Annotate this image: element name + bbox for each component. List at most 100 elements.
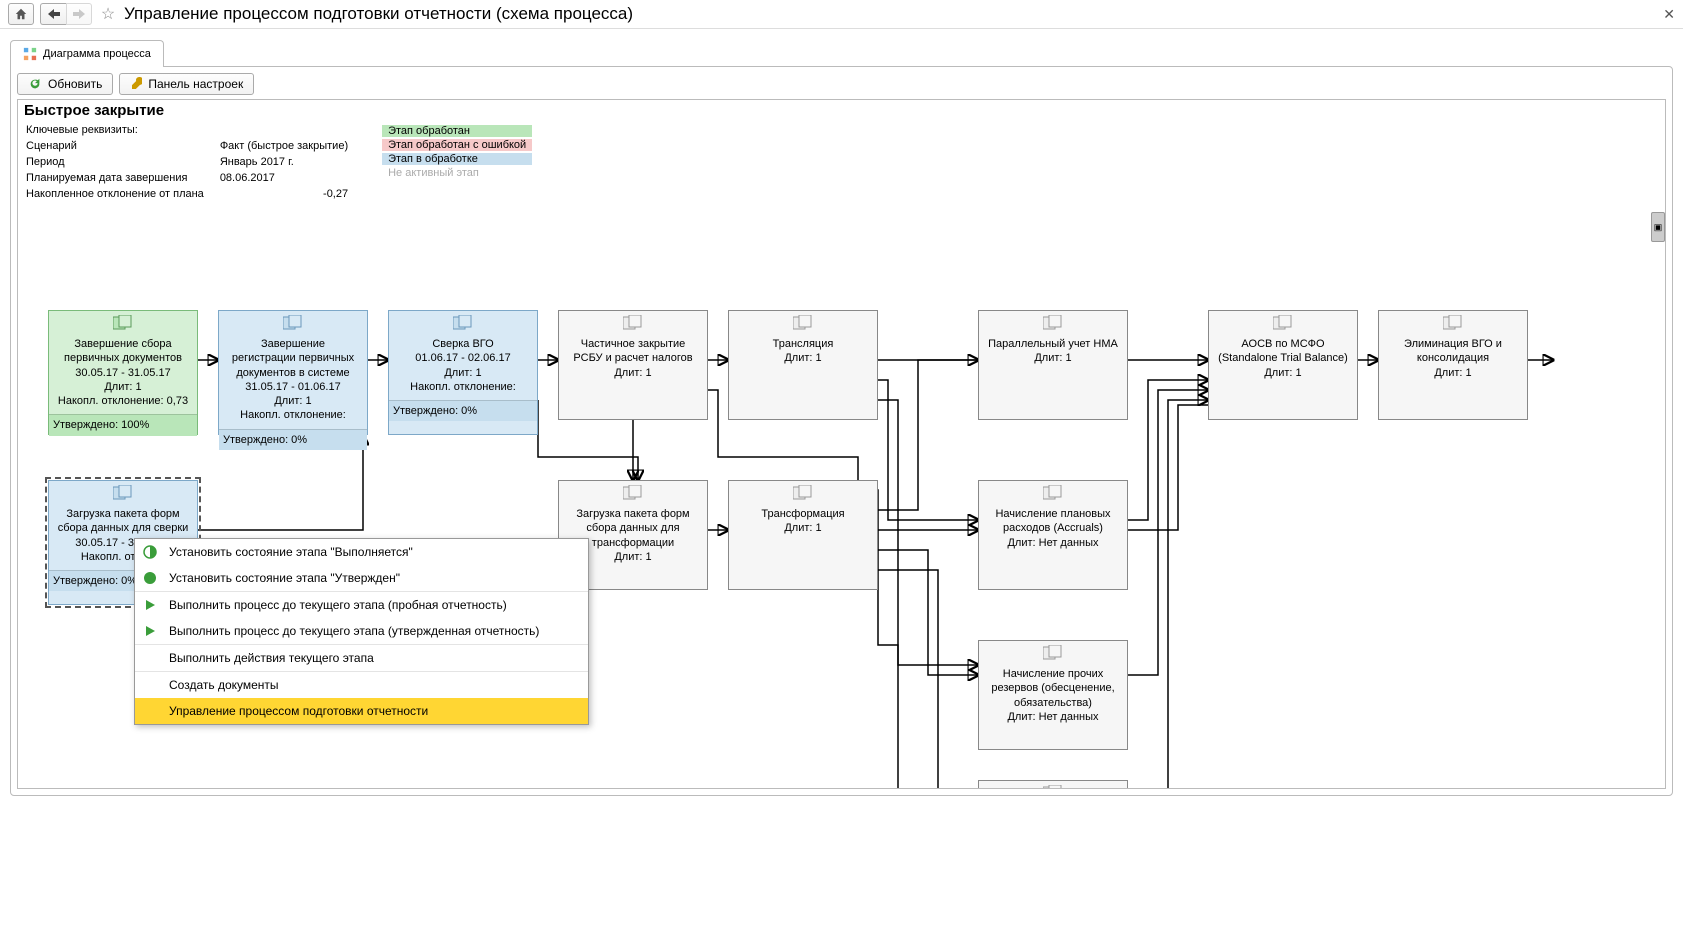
node-text: Параллельный учет НМА (983, 337, 1123, 351)
node-accruals[interactable]: Начисление плановых расходов (Accruals) … (978, 480, 1128, 590)
node-source-docs-complete[interactable]: Завершение сбора первичных документов 30… (48, 310, 198, 435)
node-footer: Утверждено: 100% (49, 414, 197, 435)
stage-icon (1443, 315, 1463, 331)
context-menu-item[interactable]: Установить состояние этапа "Выполняется" (135, 539, 588, 565)
context-menu-item[interactable]: Управление процессом подготовки отчетнос… (135, 698, 588, 724)
titlebar: ☆ Управление процессом подготовки отчетн… (0, 0, 1683, 29)
context-menu-item[interactable]: Выполнить процесс до текущего этапа (про… (135, 592, 588, 618)
tab-bar: Диаграмма процесса (10, 39, 1673, 66)
node-text: (Standalone Trial Balance) (1213, 351, 1353, 365)
settings-panel-button[interactable]: Панель настроек (119, 73, 254, 95)
section-title: Быстрое закрытие (18, 100, 1658, 121)
node-text: АОСВ по МСФО (1213, 337, 1353, 351)
stage-icon (113, 315, 133, 331)
node-text: Трансляция (733, 337, 873, 351)
stage-icon (1043, 315, 1063, 331)
node-elimination-consolidation[interactable]: Элиминация ВГО и консолидация Длит: 1 (1378, 310, 1528, 420)
context-menu-label: Выполнить действия текущего этапа (169, 651, 374, 665)
node-text: Начисление плановых (983, 507, 1123, 521)
stage-icon (1043, 785, 1063, 789)
node-text: Загрузка пакета форм (563, 507, 703, 521)
node-registration-complete[interactable]: Завершение регистрации первичных докумен… (218, 310, 368, 435)
content-area: Диаграмма процесса Обновить Панель настр… (0, 29, 1683, 806)
context-menu-label: Установить состояние этапа "Выполняется" (169, 545, 413, 559)
wrench-icon (130, 77, 142, 91)
legend-err: Этап обработан с ошибкой (382, 139, 532, 151)
meta-key-req: Ключевые реквизиты: (26, 123, 362, 137)
meta-table: Ключевые реквизиты: Этап обработан Этап … (18, 121, 542, 209)
node-text: Накопл. отклонение: (393, 380, 533, 394)
node-footer: Утверждено: 0% (389, 400, 537, 421)
node-text: Завершение сбора (53, 337, 193, 351)
node-text: Частичное закрытие (563, 337, 703, 351)
stage-icon (113, 485, 133, 501)
legend-ok: Этап обработан (382, 125, 532, 137)
node-text: 31.05.17 - 01.06.17 (223, 380, 363, 394)
node-partial-close-rsbu[interactable]: Частичное закрытие РСБУ и расчет налогов… (558, 310, 708, 420)
node-text: расходов (Accruals) (983, 521, 1123, 535)
home-button[interactable] (8, 3, 34, 25)
tab-diagram[interactable]: Диаграмма процесса (10, 40, 164, 67)
tab-label: Диаграмма процесса (43, 48, 151, 60)
node-text: регистрации первичных (223, 351, 363, 365)
node-vgo-reconciliation[interactable]: Сверка ВГО 01.06.17 - 02.06.17 Длит: 1 Н… (388, 310, 538, 435)
node-text: Трансформация (733, 507, 873, 521)
context-menu-label: Создать документы (169, 678, 279, 692)
context-menu-item[interactable]: Создать документы (135, 672, 588, 698)
meta-value: 08.06.2017 (220, 171, 362, 185)
node-text: резервов (обесценение, (983, 681, 1123, 695)
context-menu-item[interactable]: Установить состояние этапа "Утвержден" (135, 565, 588, 591)
meta-label: Период (26, 155, 218, 169)
stage-icon (793, 315, 813, 331)
refresh-button[interactable]: Обновить (17, 73, 113, 95)
context-menu-label: Управление процессом подготовки отчетнос… (169, 704, 428, 718)
node-text: Длит: 1 (53, 380, 193, 394)
node-translation[interactable]: Трансляция Длит: 1 (728, 310, 878, 420)
legend-inactive: Не активный этап (382, 167, 532, 179)
back-button[interactable] (40, 3, 66, 25)
stage-icon (623, 315, 643, 331)
meta-label: Накопленное отклонение от плана (26, 187, 218, 201)
node-text: Длит: 1 (983, 351, 1123, 365)
report-canvas: Быстрое закрытие Ключевые реквизиты: Эта… (18, 100, 1658, 789)
context-menu: Установить состояние этапа "Выполняется"… (134, 538, 589, 725)
stage-icon (793, 485, 813, 501)
page-title: Управление процессом подготовки отчетнос… (124, 4, 633, 24)
node-deferred-taxes[interactable]: Расчет отложенных налогов Длит: Нет данн… (978, 780, 1128, 789)
context-menu-label: Установить состояние этапа "Утвержден" (169, 571, 400, 585)
node-text: документов в системе (223, 366, 363, 380)
node-text: Завершение (223, 337, 363, 351)
node-text: Накопл. отклонение: 0,73 (53, 394, 193, 408)
toolbar: Обновить Панель настроек (17, 73, 1666, 95)
meta-label: Сценарий (26, 139, 218, 153)
node-text: Длит: 1 (563, 366, 703, 380)
node-text: консолидация (1383, 351, 1523, 365)
node-text: Длит: Нет данных (983, 710, 1123, 724)
node-text: Длит: 1 (393, 366, 533, 380)
node-text: сбора данных для (563, 521, 703, 535)
context-menu-item[interactable]: Выполнить процесс до текущего этапа (утв… (135, 618, 588, 644)
node-aosv-msfo[interactable]: АОСВ по МСФО (Standalone Trial Balance) … (1208, 310, 1358, 420)
node-other-reserves[interactable]: Начисление прочих резервов (обесценение,… (978, 640, 1128, 750)
favorite-star-icon[interactable]: ☆ (98, 4, 118, 24)
stage-icon (1273, 315, 1293, 331)
context-menu-item[interactable]: Выполнить действия текущего этапа (135, 645, 588, 671)
meta-value: Январь 2017 г. (220, 155, 362, 169)
forward-button[interactable] (66, 3, 92, 25)
node-text: Сверка ВГО (393, 337, 533, 351)
node-text: Длит: 1 (733, 521, 873, 535)
node-text: Загрузка пакета форм (53, 507, 193, 521)
node-transformation[interactable]: Трансформация Длит: 1 (728, 480, 878, 590)
diagram-icon (23, 47, 37, 61)
history-nav (40, 3, 92, 25)
node-text: 30.05.17 - 31.05.17 (53, 366, 193, 380)
close-icon[interactable]: ✕ (1663, 6, 1675, 23)
report-viewport[interactable]: ▣ Быстрое закрытие Ключевые реквизиты: Э… (17, 99, 1666, 789)
stage-icon (453, 315, 473, 331)
node-parallel-nma[interactable]: Параллельный учет НМА Длит: 1 (978, 310, 1128, 420)
refresh-icon (28, 77, 42, 91)
panel: Обновить Панель настроек ▣ Быстрое закры… (10, 66, 1673, 796)
node-text: Длит: 1 (1213, 366, 1353, 380)
meta-label: Планируемая дата завершения (26, 171, 218, 185)
context-menu-label: Выполнить процесс до текущего этапа (утв… (169, 624, 539, 638)
